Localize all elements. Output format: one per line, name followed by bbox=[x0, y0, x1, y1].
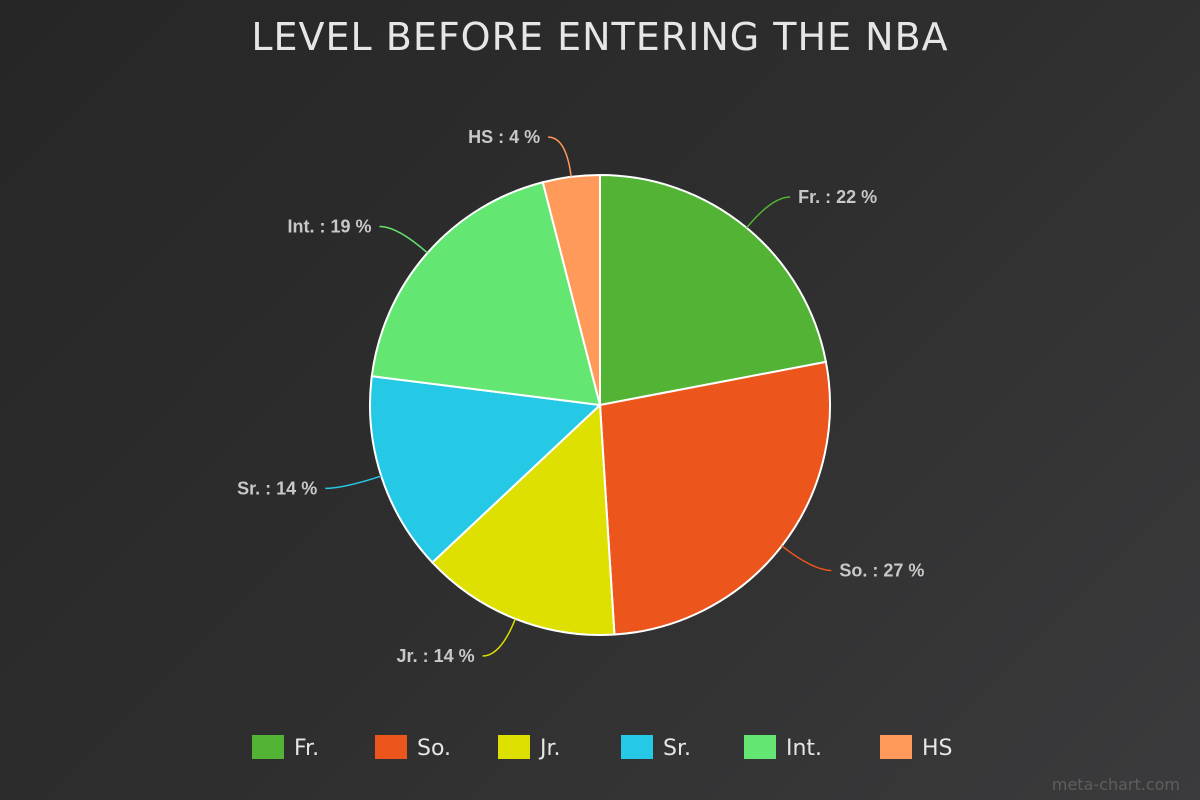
slice-label: HS : 4 % bbox=[468, 127, 540, 147]
legend-item[interactable]: Sr. bbox=[621, 735, 691, 761]
leader-line bbox=[325, 475, 382, 490]
slice-label: Int. : 19 % bbox=[287, 216, 371, 236]
legend-label: So. bbox=[417, 736, 451, 761]
legend-item[interactable]: Fr. bbox=[252, 735, 319, 761]
legend-label: Int. bbox=[786, 736, 822, 761]
chart-title: LEVEL BEFORE ENTERING THE NBA bbox=[251, 15, 948, 59]
legend: Fr. So. Jr. Sr. Int. HS bbox=[252, 735, 953, 761]
slice-label: Sr. : 14 % bbox=[237, 478, 317, 498]
leader-line bbox=[482, 618, 517, 657]
legend-item[interactable]: Int. bbox=[744, 735, 822, 761]
pie-slice-sr bbox=[369, 375, 603, 564]
pie-slice-int bbox=[370, 181, 602, 407]
legend-swatch bbox=[880, 735, 912, 759]
slice-leader-lines bbox=[325, 136, 832, 657]
pie-slice-jr bbox=[430, 402, 616, 636]
legend-swatch bbox=[375, 735, 407, 759]
slice-label: Jr. : 14 % bbox=[397, 646, 475, 666]
leader-line bbox=[379, 225, 428, 254]
legend-item[interactable]: HS bbox=[880, 735, 953, 761]
slice-label: Fr. : 22 % bbox=[798, 187, 877, 207]
slice-label: So. : 27 % bbox=[839, 560, 924, 580]
legend-label: Fr. bbox=[294, 736, 319, 761]
watermark: meta-chart.com bbox=[1052, 775, 1180, 794]
leader-line bbox=[746, 196, 791, 229]
legend-label: Jr. bbox=[538, 736, 561, 761]
legend-item[interactable]: So. bbox=[375, 735, 451, 761]
legend-swatch bbox=[621, 735, 653, 759]
slice-labels: Fr. : 22 % So. : 27 % Jr. : 14 % Sr. : 14 %… bbox=[237, 127, 924, 666]
legend-swatch bbox=[744, 735, 776, 759]
pie-slice-so bbox=[598, 360, 831, 636]
legend-swatch bbox=[252, 735, 284, 759]
legend-label: HS bbox=[922, 736, 953, 761]
legend-item[interactable]: Jr. bbox=[498, 735, 561, 761]
leader-line bbox=[548, 136, 572, 177]
leader-line bbox=[781, 545, 832, 572]
pie-slices bbox=[369, 173, 831, 636]
pie-slice-hs bbox=[541, 173, 601, 406]
legend-label: Sr. bbox=[663, 736, 691, 761]
pie-slice-fr bbox=[599, 173, 828, 407]
legend-swatch bbox=[498, 735, 530, 759]
